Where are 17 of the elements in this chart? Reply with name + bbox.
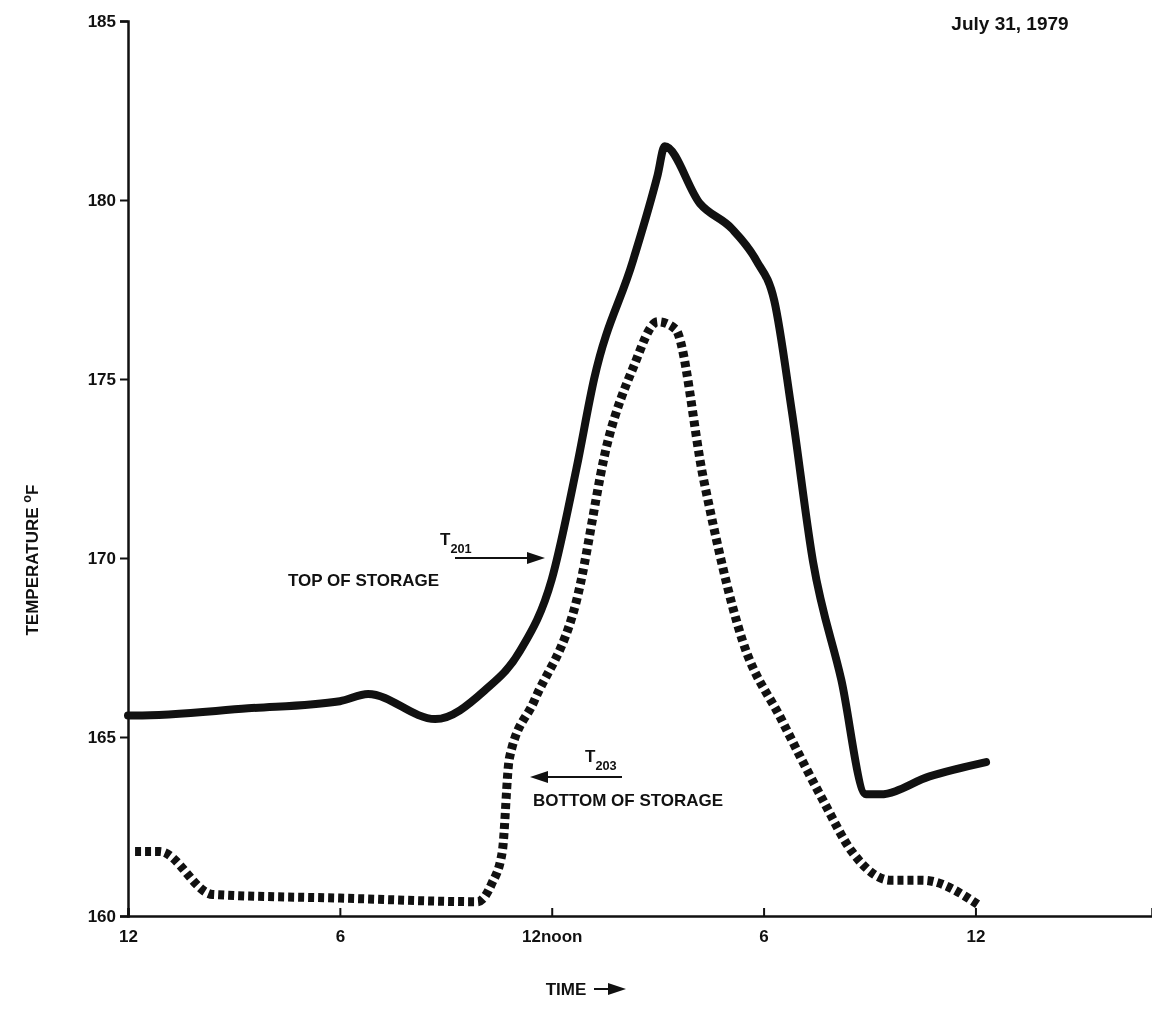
x-tick-label: 12 (966, 927, 986, 947)
x-axis-title: TIME (545, 980, 587, 999)
x-tick-label: 6 (759, 927, 769, 947)
y-tick-label: 180 (87, 190, 116, 210)
x-tick-label: 12 (119, 927, 138, 947)
y-tick-label: 165 (87, 727, 116, 747)
y-tick-label: 185 (87, 11, 116, 31)
x-tick-label: 6 (335, 927, 346, 947)
y-tick-label: 170 (87, 548, 116, 568)
y-tick-label: 175 (87, 369, 116, 389)
chart-title: July 31, 1979 (951, 13, 1069, 34)
annotation: T$_{203}$ (585, 747, 617, 773)
y-tick-label: 160 (87, 906, 116, 926)
annotation: TOP OF STORAGE (288, 571, 440, 590)
annotation: T$_{201}$ (440, 530, 472, 556)
x-tick-label: 12noon (522, 927, 583, 947)
annotation: BOTTOM OF STORAGE (533, 791, 724, 810)
